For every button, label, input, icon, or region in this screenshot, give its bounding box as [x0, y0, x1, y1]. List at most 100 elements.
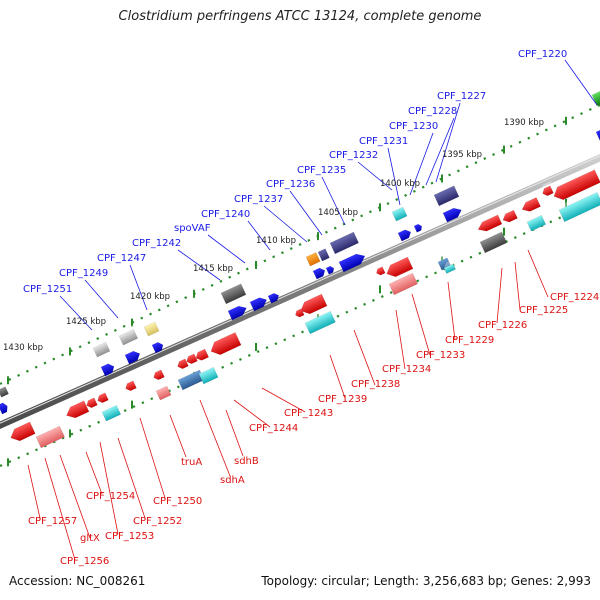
leader-line — [99, 441, 119, 535]
leader-line — [564, 59, 598, 106]
leader-line — [85, 451, 103, 495]
gene-block — [541, 180, 554, 197]
label-leaders — [27, 59, 598, 561]
gene-block — [267, 286, 280, 304]
gene-label: CPF_1256 — [60, 556, 109, 567]
gene-block — [208, 327, 242, 356]
gene-block — [294, 303, 305, 318]
gene-block — [198, 361, 219, 385]
gene-block — [100, 356, 115, 377]
gene-label: CPF_1236 — [266, 179, 315, 190]
gene-block — [151, 335, 164, 354]
leader-line — [84, 279, 119, 319]
gene-block — [388, 267, 418, 296]
gene-block — [185, 348, 198, 365]
gene-block — [35, 420, 65, 449]
gene-block — [124, 375, 137, 392]
gene-label: CPF_1242 — [132, 238, 181, 249]
leader-line — [44, 457, 76, 561]
gene-label: CPF_1231 — [359, 136, 408, 147]
leader-line — [435, 102, 461, 183]
gene-block — [329, 226, 359, 255]
gene-label: CPF_1228 — [408, 106, 457, 117]
gene-block — [312, 261, 326, 280]
gene-block — [85, 392, 98, 409]
gene-block — [143, 316, 160, 337]
leader-line — [139, 417, 166, 499]
gene-block — [96, 387, 109, 404]
kbp-label: 1390 kbp — [504, 118, 544, 128]
gene-label: CPF_1254 — [86, 491, 135, 502]
leader-line — [247, 220, 271, 251]
kbp-label: 1425 kbp — [66, 317, 106, 327]
gene-block — [325, 259, 335, 275]
gene-block — [391, 201, 408, 222]
gene-block — [443, 258, 456, 274]
gene-block — [249, 289, 267, 312]
leader-line — [169, 414, 187, 458]
gene-label: CPF_1250 — [153, 496, 202, 507]
leader-line — [199, 399, 231, 477]
kbp-label: 1405 kbp — [318, 208, 358, 218]
kbp-label: 1395 kbp — [442, 150, 482, 160]
gene-label: CPF_1232 — [329, 150, 378, 161]
leader-line — [527, 249, 549, 298]
gene-block — [227, 298, 247, 321]
gene-block — [220, 278, 247, 305]
gene-block — [375, 261, 386, 276]
leader-line — [387, 147, 401, 206]
gene-block — [305, 247, 321, 267]
gene-block — [152, 364, 165, 381]
kbp-label: 1415 kbp — [193, 264, 233, 274]
gene-block — [558, 186, 600, 223]
leader-line — [207, 234, 246, 264]
gene-label: CPF_1225 — [519, 305, 568, 316]
gene-label: CPF_1243 — [284, 408, 333, 419]
gene-block — [479, 226, 508, 254]
genome-summary: Topology: circular; Length: 3,256,683 bp… — [261, 574, 591, 588]
leader-line — [261, 387, 306, 413]
gene-block — [595, 122, 600, 142]
leader-line — [447, 281, 456, 341]
gene-label: CPF_1252 — [133, 516, 182, 527]
gene-label: CPF_1234 — [382, 364, 431, 375]
gene-label: CPF_1244 — [249, 423, 298, 434]
accession-label: Accession: NC_008261 — [9, 574, 146, 588]
gene-block — [476, 209, 503, 232]
gene-label: truA — [181, 457, 202, 468]
gene-block — [92, 336, 111, 358]
gene-block — [526, 209, 547, 232]
gene-label: CPF_1229 — [445, 335, 494, 346]
upper-gene-labels: CPF_1220 CPF_1227 CPF_1228 CPF_1230 CPF_… — [23, 49, 567, 295]
gene-label: CPF_1235 — [297, 165, 346, 176]
gene-block — [397, 222, 412, 242]
leader-line — [289, 190, 323, 236]
genome-backbone — [0, 153, 600, 430]
leader-line — [129, 264, 148, 311]
gene-label: sdhB — [234, 456, 259, 467]
leader-line — [496, 267, 503, 324]
gene-block — [176, 353, 189, 370]
gene-block — [101, 399, 122, 422]
gene-block — [194, 343, 210, 361]
gene-block — [124, 343, 141, 365]
gene-label: CPF_1220 — [518, 49, 567, 60]
leader-line — [357, 161, 393, 191]
gene-label: CPF_1251 — [23, 284, 72, 295]
leader-line — [353, 329, 376, 386]
leader-line — [117, 437, 146, 519]
gene-block — [433, 180, 460, 207]
gene-block — [118, 323, 139, 346]
leader-line — [411, 293, 431, 356]
gene-label: CPF_1227 — [437, 91, 486, 102]
gene-label: CPF_1239 — [318, 394, 367, 405]
gene-block — [304, 305, 336, 335]
leader-line — [425, 117, 455, 186]
gene-block — [384, 251, 414, 278]
gene-label: gltX — [80, 533, 100, 544]
gene-block — [413, 217, 423, 233]
gene-label: CPF_1253 — [105, 531, 154, 542]
gene-block — [155, 380, 172, 401]
